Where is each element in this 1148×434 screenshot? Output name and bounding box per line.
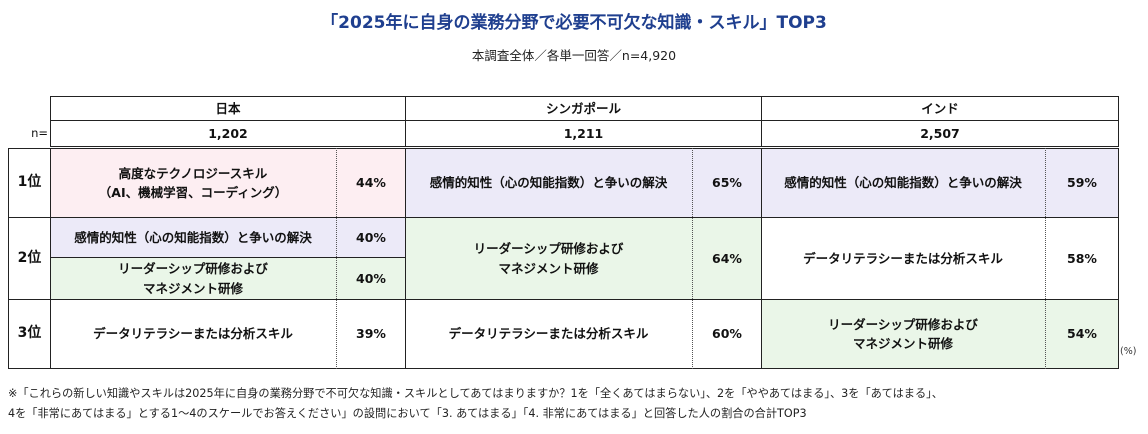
india-rank1-skill: 感情的知性（心の知能指数）と争いの解決 (761, 148, 1119, 218)
divider (1045, 148, 1046, 369)
japan-rank3-skill: データリテラシーまたは分析スキル (50, 299, 406, 369)
japan-rank1-skill: 高度なテクノロジースキル （AI、機械学習、コーディング） (50, 148, 406, 218)
india-rank3-percent: 54% (1067, 326, 1097, 342)
japan-rank2b-percent: 40% (356, 270, 386, 286)
country-header-japan: 日本 (50, 96, 406, 121)
singapore-rank2-skill: リーダーシップ研修および マネジメント研修 (405, 217, 762, 300)
n-value-japan: 1,202 (50, 120, 406, 147)
n-label: n= (31, 126, 48, 141)
japan-rank3-percent: 39% (356, 326, 386, 342)
rank-2-label: 2位 (8, 217, 51, 300)
singapore-rank2-percent: 64% (712, 250, 742, 266)
india-rank2-percent: 58% (1067, 250, 1097, 266)
india-rank1-percent: 59% (1067, 175, 1097, 191)
n-value-singapore: 1,211 (405, 120, 762, 147)
n-value-india: 2,507 (761, 120, 1119, 147)
india-rank2-skill: データリテラシーまたは分析スキル (761, 217, 1119, 300)
footnote: ※「これらの新しい知識やスキルは2025年に自身の業務分野で不可欠な知識・スキル… (8, 387, 943, 420)
unit-label: (%) (1120, 346, 1137, 357)
india-rank3-skill: リーダーシップ研修および マネジメント研修 (761, 299, 1119, 369)
japan-rank2a-percent: 40% (356, 229, 386, 245)
rank-1-label: 1位 (8, 148, 51, 218)
page-title: 「2025年に自身の業務分野で必要不可欠な知識・スキル」TOP3 (321, 13, 827, 33)
divider (336, 148, 337, 369)
singapore-rank3-percent: 60% (712, 326, 742, 342)
page-subtitle: 本調査全体／各単一回答／n=4,920 (471, 48, 677, 63)
japan-rank1-percent: 44% (356, 175, 386, 191)
rank-3-label: 3位 (8, 299, 51, 369)
singapore-rank1-percent: 65% (712, 175, 742, 191)
country-header-india: インド (761, 96, 1119, 121)
singapore-rank3-skill: データリテラシーまたは分析スキル (405, 299, 762, 369)
singapore-rank1-skill: 感情的知性（心の知能指数）と争いの解決 (405, 148, 762, 218)
results-table: 日本 シンガポール インド n= 1,202 1,211 2,507 1位 2位… (8, 96, 1119, 369)
country-header-singapore: シンガポール (405, 96, 762, 121)
divider (692, 148, 693, 369)
